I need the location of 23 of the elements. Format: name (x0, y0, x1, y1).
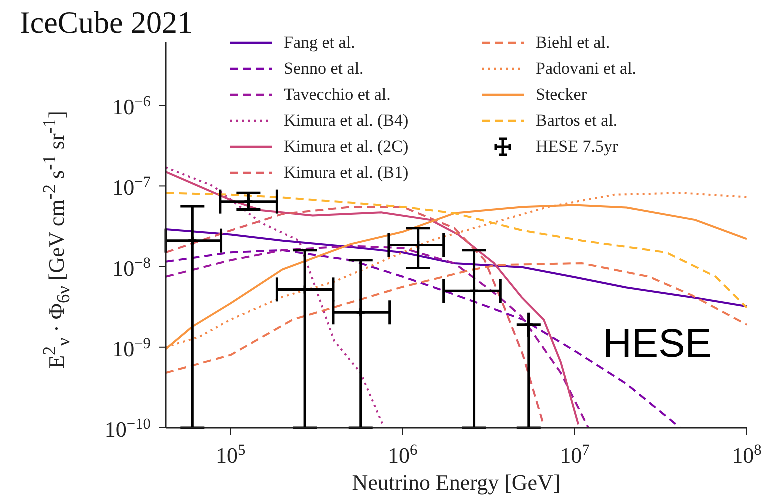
x-axis-title: Neutrino Energy [GeV] (351, 470, 562, 496)
x-tick-label: 10$^{7}$ (560, 442, 590, 468)
y-tick-label: 10$^{−8}$ (112, 254, 152, 281)
legend-label: Bartos et al. (536, 111, 618, 131)
chart-title: IceCube 2021 (20, 4, 204, 42)
legend-label: HESE 7.5yr (536, 137, 618, 157)
legend-label: Biehl et al. (536, 33, 610, 53)
y-tick-label: 10$^{−10}$ (104, 416, 152, 442)
x-tick-label: 10$^{5}$ (216, 442, 246, 468)
annotation: HESE (603, 322, 712, 367)
legend-label: Tavecchio et al. (284, 85, 391, 105)
legend-label: Stecker (536, 85, 587, 105)
legend-label: Senno et al. (284, 59, 364, 79)
x-tick-label: 10$^{6}$ (388, 442, 418, 468)
legend-label: Kimura et al. (2C) (284, 137, 409, 157)
x-tick-label: 10$^{8}$ (732, 442, 762, 468)
legend-label: Kimura et al. (B4) (284, 111, 409, 131)
y-tick-label: 10$^{−6}$ (112, 93, 152, 120)
y-tick-label: 10$^{−9}$ (112, 334, 152, 362)
legend-label: Kimura et al. (B1) (284, 163, 409, 183)
legend-label: Padovani et al. (536, 59, 637, 79)
legend-label: Fang et al. (284, 33, 356, 53)
y-tick-label: 10$^{−7}$ (112, 174, 152, 200)
